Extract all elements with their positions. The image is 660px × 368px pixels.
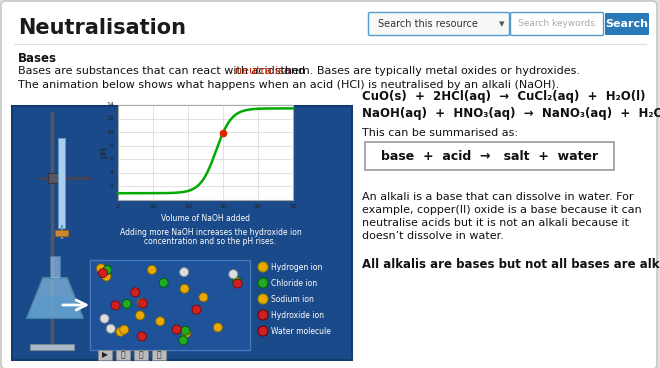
Text: Chloride ion: Chloride ion <box>271 279 317 287</box>
Text: pH: pH <box>100 146 108 158</box>
Circle shape <box>229 270 238 279</box>
Bar <box>50 256 60 278</box>
Text: Search keywords.: Search keywords. <box>518 20 597 28</box>
Circle shape <box>100 314 109 323</box>
Text: ▾: ▾ <box>499 19 505 29</box>
Circle shape <box>192 305 201 314</box>
Text: Hydroxide ion: Hydroxide ion <box>271 311 324 319</box>
Circle shape <box>233 279 242 288</box>
Circle shape <box>258 278 268 288</box>
Text: 50: 50 <box>289 204 297 209</box>
Text: 30: 30 <box>219 204 227 209</box>
Bar <box>55 230 68 236</box>
Text: 8: 8 <box>110 143 114 148</box>
Circle shape <box>137 332 147 341</box>
Text: Adding more NaOH increases the hydroxide ion: Adding more NaOH increases the hydroxide… <box>119 228 302 237</box>
Circle shape <box>213 323 222 332</box>
Circle shape <box>119 325 129 334</box>
Text: base  +  acid  →   salt  +  water: base + acid → salt + water <box>381 149 598 163</box>
Circle shape <box>159 278 168 287</box>
Bar <box>48 173 60 183</box>
Text: ⏮: ⏮ <box>139 350 143 360</box>
Text: concentration and so the pH rises.: concentration and so the pH rises. <box>145 237 277 246</box>
Circle shape <box>102 272 111 281</box>
Circle shape <box>103 265 112 275</box>
Circle shape <box>258 310 268 320</box>
Text: ⬜: ⬜ <box>156 350 161 360</box>
Text: Bases are substances that can react with acids and: Bases are substances that can react with… <box>18 66 309 76</box>
Bar <box>118 105 293 200</box>
FancyBboxPatch shape <box>365 142 614 170</box>
Circle shape <box>232 276 242 286</box>
Circle shape <box>147 265 156 275</box>
Bar <box>90 260 250 350</box>
Text: ▶: ▶ <box>102 350 108 360</box>
Circle shape <box>98 269 108 277</box>
Text: All alkalis are bases but not all bases are alkalis.: All alkalis are bases but not all bases … <box>362 258 660 271</box>
Polygon shape <box>29 296 81 316</box>
Text: 2: 2 <box>110 184 114 189</box>
Circle shape <box>182 329 191 337</box>
Circle shape <box>106 324 116 333</box>
Bar <box>134 350 148 360</box>
Text: Search: Search <box>605 19 649 29</box>
Bar <box>98 350 112 360</box>
Circle shape <box>131 288 140 297</box>
Text: The animation below shows what happens when an acid (HCl) is neutralised by an a: The animation below shows what happens w… <box>18 80 559 90</box>
Text: 12: 12 <box>106 116 114 121</box>
Text: 20: 20 <box>184 204 192 209</box>
Text: Search this resource: Search this resource <box>378 19 478 29</box>
Text: 40: 40 <box>254 204 262 209</box>
Circle shape <box>122 300 131 308</box>
Circle shape <box>180 268 189 277</box>
Text: example, copper(II) oxide is a base because it can: example, copper(II) oxide is a base beca… <box>362 205 642 215</box>
FancyBboxPatch shape <box>605 13 649 35</box>
Circle shape <box>180 284 189 293</box>
Text: doesn’t dissolve in water.: doesn’t dissolve in water. <box>362 231 504 241</box>
Text: them. Bases are typically metal oxides or hydroxides.: them. Bases are typically metal oxides o… <box>277 66 580 76</box>
Text: This can be summarised as:: This can be summarised as: <box>362 128 518 138</box>
Circle shape <box>258 262 268 272</box>
Circle shape <box>96 264 106 273</box>
Circle shape <box>199 293 208 302</box>
Text: CuO(s)  +  2HCl(aq)  →  CuCl₂(aq)  +  H₂O(l): CuO(s) + 2HCl(aq) → CuCl₂(aq) + H₂O(l) <box>362 90 645 103</box>
Circle shape <box>258 326 268 336</box>
Bar <box>116 350 130 360</box>
Bar <box>30 344 74 350</box>
Bar <box>58 138 65 228</box>
Circle shape <box>258 294 268 304</box>
Circle shape <box>116 327 125 336</box>
Text: 0: 0 <box>116 204 120 209</box>
Text: Bases: Bases <box>18 52 57 65</box>
Text: neutralise: neutralise <box>235 66 290 76</box>
Bar <box>12 106 352 360</box>
Text: NaOH(aq)  +  HNO₃(aq)  →  NaNO₃(aq)  +  H₂O(l): NaOH(aq) + HNO₃(aq) → NaNO₃(aq) + H₂O(l) <box>362 107 660 120</box>
Circle shape <box>179 336 188 345</box>
Text: 10: 10 <box>149 204 157 209</box>
Text: 14: 14 <box>106 103 114 107</box>
Text: 10: 10 <box>106 130 114 135</box>
Text: Volume of NaOH added: Volume of NaOH added <box>161 214 250 223</box>
Circle shape <box>172 325 182 334</box>
Circle shape <box>139 299 147 308</box>
FancyBboxPatch shape <box>510 13 603 35</box>
Text: 4: 4 <box>110 170 114 176</box>
Circle shape <box>111 301 120 310</box>
Circle shape <box>135 311 145 320</box>
Text: 6: 6 <box>110 157 114 162</box>
Circle shape <box>156 317 165 326</box>
Text: Sodium ion: Sodium ion <box>271 294 314 304</box>
Bar <box>152 350 166 360</box>
FancyBboxPatch shape <box>368 13 510 35</box>
Text: An alkali is a base that can dissolve in water. For: An alkali is a base that can dissolve in… <box>362 192 634 202</box>
Text: Neutralisation: Neutralisation <box>18 18 186 38</box>
Text: Water molecule: Water molecule <box>271 326 331 336</box>
Circle shape <box>137 298 147 308</box>
Polygon shape <box>27 278 83 318</box>
Text: Hydrogen ion: Hydrogen ion <box>271 262 322 272</box>
Text: ⏸: ⏸ <box>121 350 125 360</box>
Circle shape <box>181 326 190 335</box>
Text: neutralise acids but it is not an alkali because it: neutralise acids but it is not an alkali… <box>362 218 629 228</box>
